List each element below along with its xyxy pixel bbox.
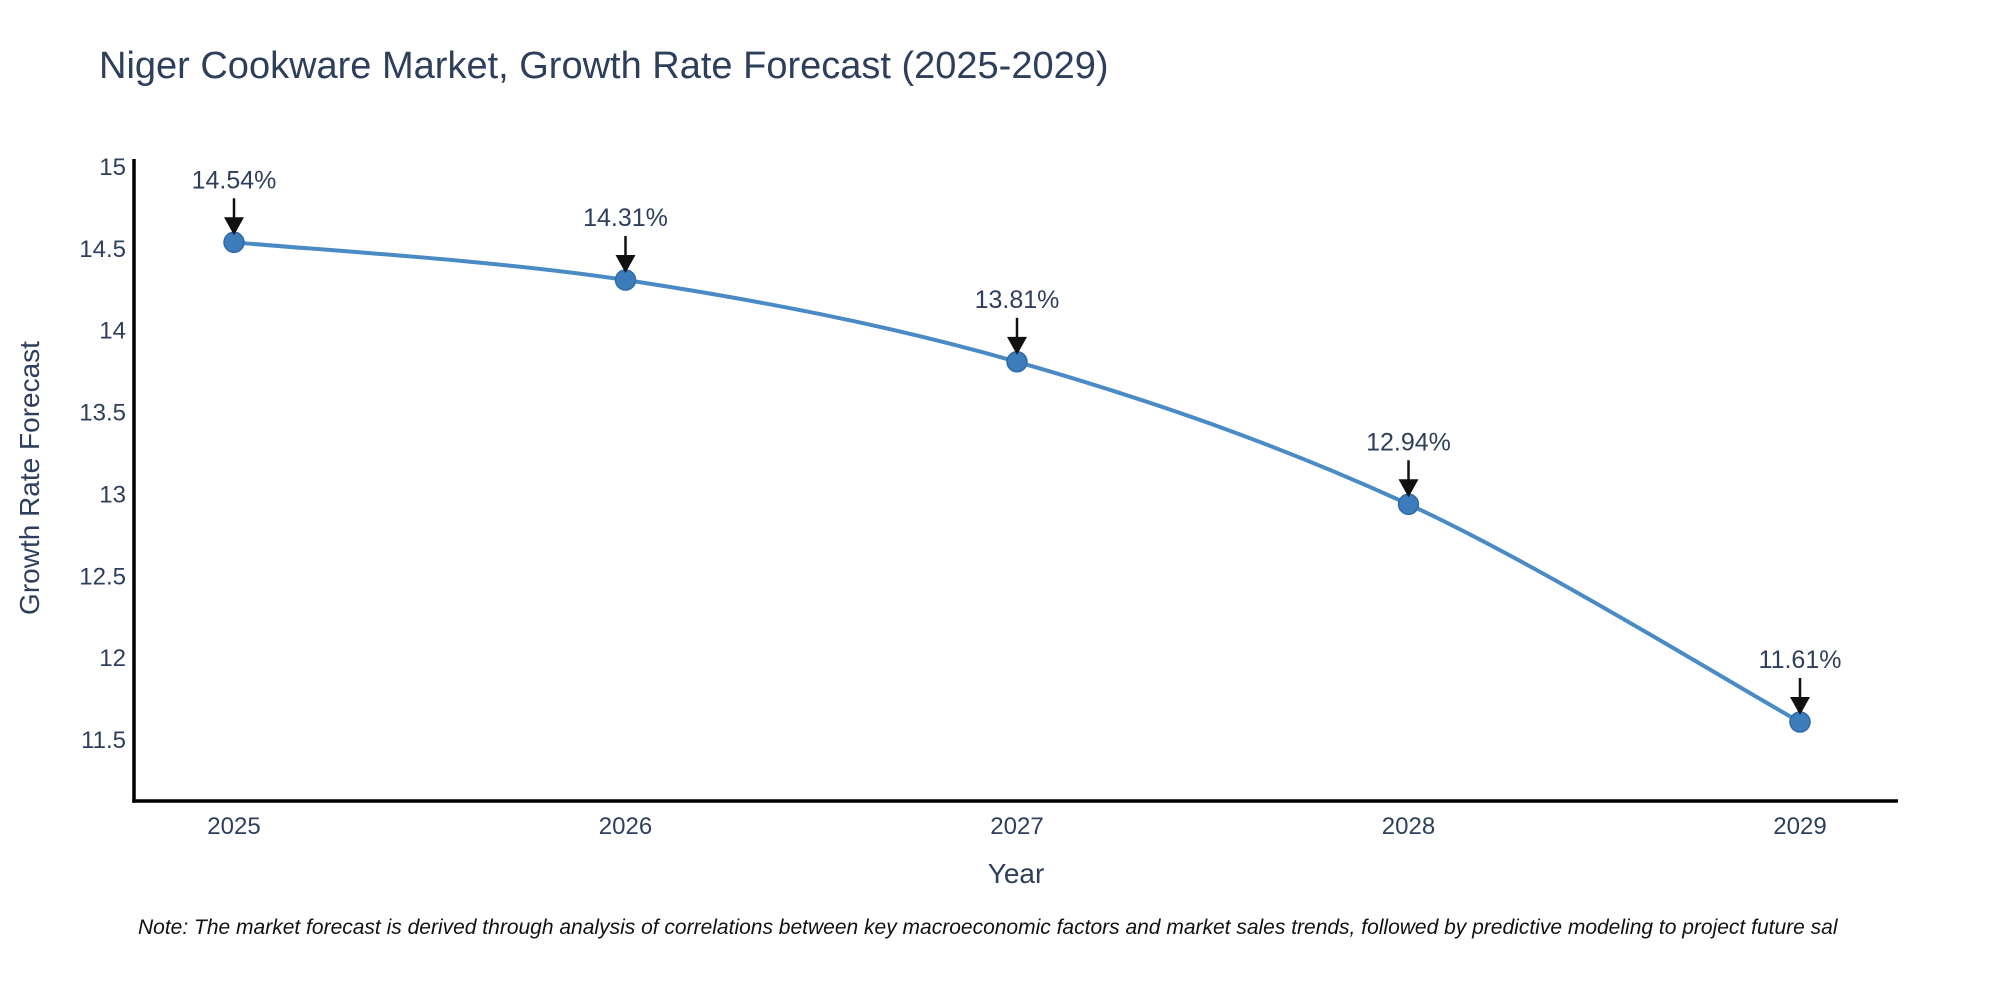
data-point-marker[interactable] [1789, 711, 1811, 733]
chart-title: Niger Cookware Market, Growth Rate Forec… [99, 45, 1109, 87]
y-tick-label: 15 [99, 154, 126, 181]
x-tick-label: 2025 [207, 813, 260, 840]
y-tick-label: 12 [99, 645, 126, 672]
x-tick-label: 2029 [1773, 813, 1826, 840]
x-tick-label: 2027 [990, 813, 1043, 840]
data-point-marker[interactable] [1397, 493, 1420, 516]
annotation-arrowhead [224, 217, 244, 236]
y-tick-label: 11.5 [81, 727, 126, 754]
y-tick-label: 14.5 [79, 236, 126, 263]
annotation-arrowhead [1007, 336, 1027, 355]
data-point-label: 14.31% [583, 204, 668, 232]
y-tick-label: 13.5 [79, 400, 126, 427]
annotation-arrowhead [1398, 479, 1419, 498]
data-point-label: 11.61% [1759, 646, 1842, 674]
y-axis-title: Growth Rate Forecast [14, 341, 45, 615]
data-point-label: 12.94% [1366, 428, 1451, 456]
data-point-label: 13.81% [975, 286, 1060, 314]
data-point-marker[interactable] [614, 269, 637, 291]
annotation-arrowhead [615, 254, 636, 273]
footnote-text: Note: The market forecast is derived thr… [138, 916, 1838, 939]
y-tick-label: 13 [99, 481, 126, 508]
x-axis-title: Year [987, 858, 1045, 889]
annotation-arrowhead [1790, 696, 1810, 715]
y-tick-label: 12.5 [79, 563, 126, 590]
x-tick-label: 2026 [599, 813, 652, 840]
trend-line [232, 240, 1802, 724]
data-point-label: 14.54% [192, 166, 277, 194]
y-tick-label: 14 [99, 318, 126, 345]
x-tick-label: 2028 [1382, 813, 1435, 840]
